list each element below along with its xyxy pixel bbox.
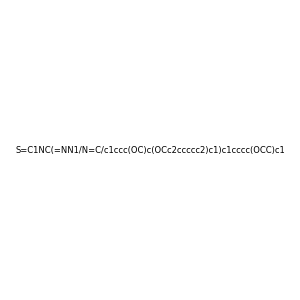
Text: S=C1NC(=NN1/N=C/c1ccc(OC)c(OCc2ccccc2)c1)c1cccc(OCC)c1: S=C1NC(=NN1/N=C/c1ccc(OC)c(OCc2ccccc2)c1… (15, 146, 285, 154)
